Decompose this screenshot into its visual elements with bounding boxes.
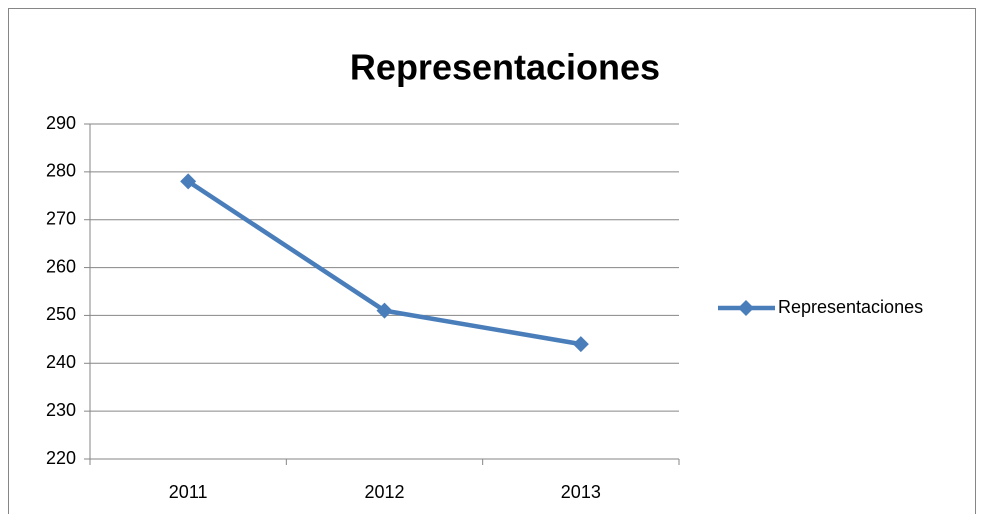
y-tick-label: 240 — [46, 352, 76, 372]
y-tick-label: 270 — [46, 208, 76, 228]
chart-title: Representaciones — [350, 47, 660, 88]
series-marker — [180, 173, 197, 190]
series-marker — [376, 302, 393, 319]
x-tick-label: 2012 — [364, 482, 404, 502]
y-tick-label: 290 — [46, 113, 76, 133]
y-tick-label: 280 — [46, 161, 76, 181]
chart-border — [8, 8, 976, 514]
legend-label: Representaciones — [778, 297, 923, 317]
series-marker — [572, 336, 589, 353]
y-tick-label: 250 — [46, 304, 76, 324]
y-tick-label: 230 — [46, 400, 76, 420]
legend-marker — [738, 300, 754, 316]
y-tick-label: 220 — [46, 448, 76, 468]
x-tick-label: 2011 — [169, 482, 208, 502]
y-tick-label: 260 — [46, 256, 76, 276]
x-tick-label: 2013 — [561, 482, 601, 502]
